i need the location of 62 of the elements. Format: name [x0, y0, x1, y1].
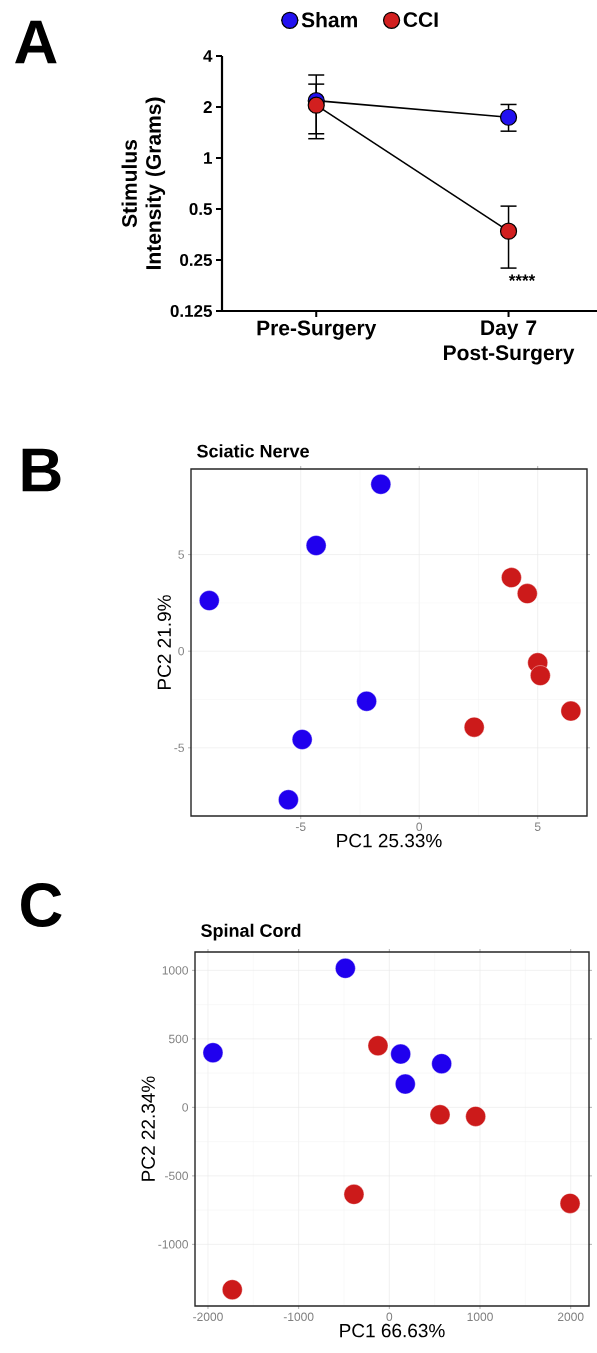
y-axis-title: PC2 21.9% — [157, 595, 171, 689]
legend-label: CCI — [403, 12, 438, 28]
point — [499, 108, 518, 126]
point — [278, 789, 299, 810]
point — [343, 1184, 365, 1205]
x-tick-label: 0 — [416, 822, 423, 832]
x-tick-label: 5 — [534, 822, 541, 831]
x-axis-title: PC1 66.63% — [340, 1323, 445, 1338]
annotation: **** — [508, 274, 536, 281]
y-tick-label: 1000 — [162, 966, 189, 975]
x-tick-label: 0 — [386, 1312, 393, 1322]
y-tick-label: 0.125 — [170, 304, 213, 318]
chart-title: Sciatic Nerve — [197, 444, 309, 458]
point — [501, 567, 522, 588]
x-tick-label: -5 — [295, 822, 306, 831]
text: B — [22, 448, 61, 492]
y-tick-label: 4 — [203, 50, 213, 62]
point — [390, 1043, 411, 1065]
point — [395, 1073, 416, 1095]
point — [307, 96, 325, 114]
point — [465, 1106, 486, 1127]
y-tick-label: 0.5 — [189, 202, 213, 216]
y-tick-label: 0 — [182, 1103, 189, 1112]
point — [499, 222, 518, 240]
y-tick-label: 0 — [178, 646, 185, 656]
x-tick-label: 1000 — [467, 1312, 493, 1322]
x-tick-label: 2000 — [557, 1312, 584, 1322]
point — [559, 1193, 581, 1214]
point — [431, 1053, 452, 1074]
x-tick-label: -1000 — [283, 1312, 314, 1322]
point — [464, 716, 485, 738]
y-tick-label: 5 — [178, 550, 184, 559]
point — [305, 535, 327, 556]
point — [517, 583, 538, 604]
x-tick-label: Pre-Surgery — [257, 320, 377, 340]
y-tick-label: 0.25 — [180, 253, 213, 267]
y-axis-title: Stimulus Intensity (Grams) — [121, 97, 166, 270]
y-tick-label: -5 — [174, 743, 184, 752]
y-tick-label: 2 — [203, 101, 212, 113]
text: A — [15, 20, 57, 64]
point — [222, 1279, 243, 1300]
point — [356, 691, 377, 712]
y-tick-label: 1 — [204, 152, 213, 164]
x-axis-title: PC1 25.33% — [337, 833, 442, 848]
y-axis-title: PC2 22.34% — [141, 1076, 155, 1181]
point — [429, 1104, 451, 1125]
point — [370, 474, 392, 495]
point — [530, 665, 551, 686]
y-tick-label: -500 — [165, 1171, 189, 1181]
point — [199, 590, 220, 611]
legend-label: Sham — [301, 11, 357, 28]
point — [291, 729, 313, 750]
point — [335, 958, 356, 979]
x-tick-label: Day 7 Post-Surgery — [444, 320, 575, 365]
x-tick-label: -2000 — [193, 1312, 223, 1322]
point — [560, 700, 582, 722]
text: C — [21, 883, 62, 927]
chart-title: Spinal Cord — [201, 923, 301, 941]
point — [367, 1035, 389, 1056]
y-tick-label: -1000 — [158, 1240, 189, 1249]
y-tick-label: 500 — [168, 1034, 189, 1044]
point — [202, 1042, 224, 1063]
